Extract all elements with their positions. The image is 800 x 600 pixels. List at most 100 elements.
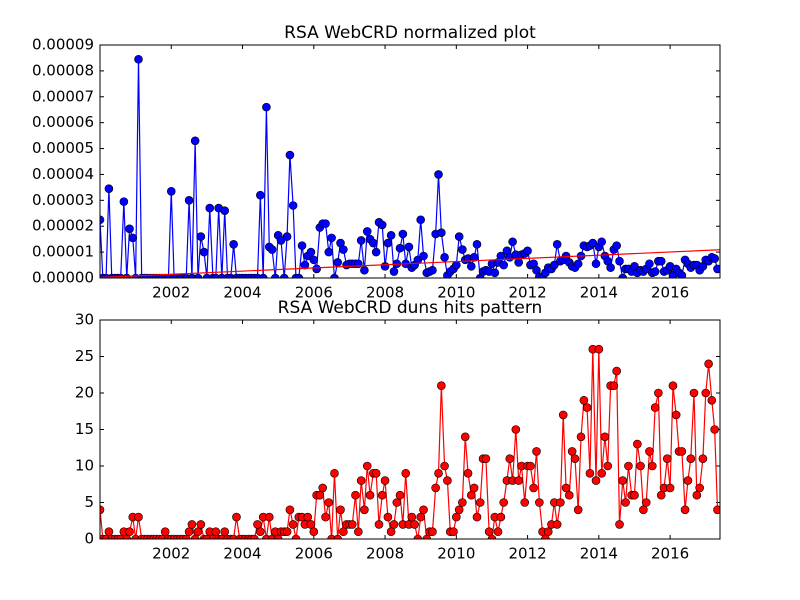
- data-point: [134, 54, 143, 64]
- data-point: [520, 498, 530, 507]
- data-point: [449, 527, 458, 537]
- data-point: [710, 425, 719, 434]
- data-point: [440, 461, 449, 471]
- data-point: [330, 273, 339, 278]
- data-point: [327, 233, 336, 243]
- data-point: [561, 483, 571, 493]
- data-point: [624, 461, 633, 471]
- x-tick-label: 2010: [437, 284, 475, 302]
- data-point: [276, 236, 286, 245]
- data-point: [339, 527, 348, 537]
- data-point: [698, 454, 708, 464]
- data-point: [505, 454, 515, 464]
- data-point: [377, 490, 387, 500]
- data-point: [196, 520, 206, 529]
- data-point: [431, 483, 440, 493]
- y-tick-label: 0.00002: [32, 217, 94, 235]
- data-point: [466, 262, 476, 271]
- data-point: [567, 447, 577, 456]
- data-point: [419, 505, 428, 515]
- data-point: [128, 233, 138, 243]
- data-point: [336, 505, 345, 515]
- data-point: [389, 520, 399, 529]
- x-tick-label: 2012: [508, 545, 546, 563]
- data-point: [196, 232, 206, 241]
- data-point: [564, 490, 574, 500]
- data-point: [689, 388, 699, 398]
- data-point: [576, 432, 586, 442]
- data-point: [220, 527, 230, 537]
- data-point: [550, 260, 559, 270]
- data-point: [392, 498, 402, 507]
- data-point: [636, 461, 645, 471]
- data-point: [618, 273, 628, 278]
- data-point: [452, 512, 461, 522]
- data-point: [692, 490, 702, 500]
- data-point: [615, 256, 624, 266]
- data-point: [395, 490, 405, 500]
- x-tick-label: 2012: [508, 284, 546, 302]
- y-tick-label: 10: [75, 457, 94, 475]
- data-point: [184, 527, 194, 537]
- data-point: [460, 432, 470, 442]
- data-point: [404, 242, 414, 252]
- data-point: [677, 271, 687, 278]
- data-point: [184, 196, 194, 205]
- data-point: [264, 512, 274, 522]
- data-point: [193, 273, 203, 278]
- data-point: [279, 273, 289, 278]
- data-point: [621, 498, 630, 507]
- data-point: [419, 251, 428, 261]
- data-point: [282, 527, 292, 537]
- data-point: [597, 237, 607, 247]
- data-point: [428, 265, 437, 275]
- y-tick-label: 0: [84, 530, 94, 548]
- data-point: [573, 259, 583, 269]
- data-point: [710, 254, 719, 263]
- y-tick-label: 0.00007: [32, 87, 94, 105]
- data-point: [362, 461, 372, 471]
- data-line: [100, 249, 720, 278]
- data-point: [288, 520, 298, 529]
- data-point: [612, 241, 621, 250]
- data-point: [324, 498, 334, 507]
- data-point: [469, 483, 479, 493]
- data-point: [603, 461, 613, 471]
- data-point: [570, 454, 580, 464]
- data-point: [273, 534, 283, 539]
- data-point: [434, 170, 443, 179]
- data-point: [312, 264, 321, 274]
- data-point: [556, 498, 565, 507]
- data-point: [383, 238, 393, 248]
- y-tick-label: 30: [75, 311, 94, 329]
- data-point: [511, 425, 521, 434]
- data-point: [656, 256, 666, 266]
- data-point: [573, 505, 583, 515]
- y-tick-label: 0.00004: [32, 165, 94, 183]
- x-tick-label: 2006: [295, 545, 333, 563]
- data-point: [434, 468, 443, 478]
- data-point: [333, 258, 342, 267]
- data-point: [535, 498, 544, 507]
- data-point: [588, 238, 598, 248]
- data-point: [416, 215, 425, 225]
- data-point: [484, 527, 494, 537]
- data-point: [220, 206, 230, 215]
- data-point: [160, 527, 170, 537]
- data-point: [600, 432, 610, 442]
- data-point: [380, 476, 390, 485]
- axes-frame: [99, 319, 721, 540]
- data-point: [529, 483, 538, 493]
- data-point: [656, 490, 666, 500]
- data-point: [339, 245, 348, 254]
- data-point: [389, 267, 399, 276]
- data-point: [508, 237, 517, 247]
- data-point: [256, 527, 265, 537]
- data-point: [704, 359, 713, 369]
- data-point: [591, 476, 601, 485]
- data-point: [122, 534, 132, 539]
- data-point: [437, 381, 446, 391]
- data-point: [377, 220, 387, 230]
- data-point: [650, 403, 660, 412]
